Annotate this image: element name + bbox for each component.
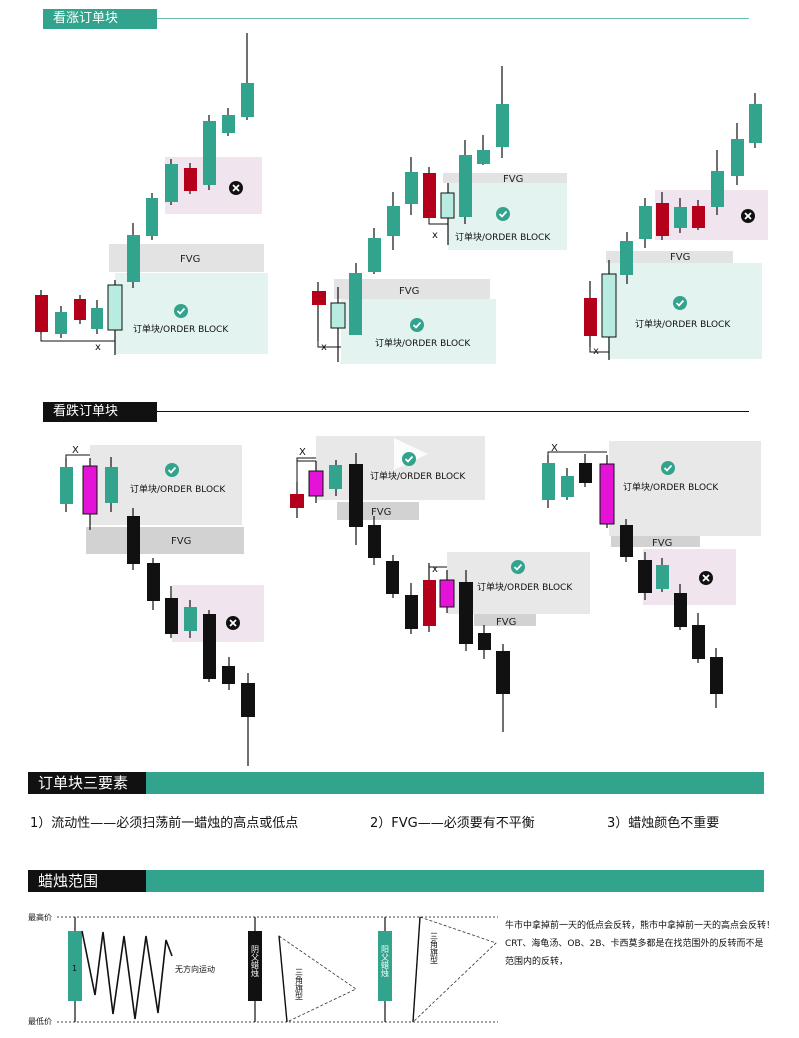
max-price-label: 最高价 (28, 912, 52, 922)
bullish-diagram-3: x FVG 订单块/ORDER BLOCK (584, 93, 768, 360)
bullish-section-title: 看涨订单块 (43, 9, 157, 29)
check-icon (165, 463, 179, 477)
bull-parent-label: 阳父蜡烛 (381, 945, 390, 978)
fvg-label: FVG (670, 252, 690, 263)
check-icon (673, 296, 687, 310)
fvg-zone (86, 527, 244, 554)
order-block-label-2: 订单块/ORDER BLOCK (455, 231, 551, 243)
order-block-label-2: 订单块/ORDER BLOCK (477, 581, 573, 593)
rule-liquidity: 1）流动性——必须扫荡前一蜡烛的高点或低点 (30, 816, 299, 831)
order-block-candle-2 (439, 579, 455, 608)
bear-parent-candle (248, 931, 262, 1001)
fvg-label-2: FVG (496, 617, 516, 628)
no-direction-zigzag (81, 930, 173, 1020)
order-block-zone (115, 273, 268, 354)
order-block-candle-2 (440, 192, 455, 219)
triangle-flag-label: 三角旗型 (295, 968, 304, 1000)
x-marker-2: x (432, 564, 438, 575)
fvg-label: FVG (180, 254, 200, 265)
fvg-label: FVG (652, 538, 672, 549)
order-block-candle (308, 470, 324, 497)
x-marker: X (551, 443, 558, 454)
rule-color: 3）蜡烛颜色不重要 (607, 816, 720, 831)
fvg-zone (611, 536, 700, 547)
triangle-flag-label-2: 三角旗型 (430, 932, 439, 964)
x-marker: x (95, 342, 101, 353)
check-icon (410, 318, 424, 332)
order-block-candle (330, 302, 346, 329)
order-block-label: 订单块/ORDER BLOCK (133, 323, 229, 335)
x-marker: x (593, 346, 599, 357)
bull-parent-candle (378, 931, 392, 1001)
bullish-divider (157, 18, 749, 19)
x-marker: X (72, 445, 79, 456)
rules-section-title: 订单块三要素 (28, 772, 146, 794)
candle-range-diagram: 最高价 最低价 1 无方向运动 阴父蜡烛 三角旗型 阳父蜡烛 三角旗型 (28, 912, 498, 1026)
order-block-zone (608, 263, 762, 359)
bearish-diagram-2: X x FVG FVG 订单块/ORDER BLOCK 订单块/ORDER BL… (290, 436, 590, 732)
no-direction-label: 无方向运动 (175, 964, 215, 974)
range-note-1: 牛市中拿掉前一天的低点会反转，熊市中拿掉前一天的高点会反转！ (505, 921, 776, 931)
fvg-label: FVG (399, 286, 419, 297)
order-block-candle (601, 273, 617, 338)
triangle-flag-up (412, 916, 497, 1023)
bullish-diagram-2: x x FVG FVG 订单块/ORDER BLOCK 订单块/ORDER BL… (312, 66, 567, 364)
fvg-label: FVG (371, 507, 391, 518)
fvg-label-2: FVG (503, 174, 523, 185)
order-block-zone (609, 441, 761, 536)
order-block-candle (599, 463, 615, 525)
order-block-label: 订单块/ORDER BLOCK (623, 481, 719, 493)
min-price-label: 最低价 (28, 1016, 52, 1026)
rules-section-bar (146, 772, 764, 794)
order-block-label: 订单块/ORDER BLOCK (370, 470, 466, 482)
range-section-bar (146, 870, 764, 892)
fvg-zone-2 (474, 614, 536, 626)
check-icon (661, 461, 675, 475)
rule-fvg: 2）FVG——必须要有不平衡 (370, 816, 535, 831)
x-marker: x (321, 342, 327, 353)
fvg-zone (334, 279, 490, 299)
order-block-label: 订单块/ORDER BLOCK (375, 337, 471, 349)
bullish-diagram-1: x FVG 订单块/ORDER BLOCK (35, 33, 268, 355)
order-block-label: 订单块/ORDER BLOCK (130, 483, 226, 495)
fvg-zone-2 (443, 173, 567, 183)
fvg-zone (606, 251, 733, 263)
bearish-divider (157, 411, 749, 412)
bearish-diagram-3: X FVG 订单块/ORDER BLOCK (542, 441, 761, 708)
bearish-section-title: 看跌订单块 (43, 402, 157, 422)
order-block-label: 订单块/ORDER BLOCK (635, 318, 731, 330)
check-icon (402, 452, 416, 466)
bearish-diagram-1: X FVG 订单块/ORDER BLOCK (60, 445, 264, 766)
order-block-candle (107, 284, 123, 331)
range-note-3: 范围内的反转， (505, 957, 569, 967)
fvg-label: FVG (171, 536, 191, 547)
triangle-flag-down (278, 935, 357, 1023)
bear-parent-label: 阴父蜡烛 (251, 945, 260, 978)
x-marker: X (299, 447, 306, 458)
check-icon-2 (496, 207, 510, 221)
check-icon (174, 304, 188, 318)
check-icon-2 (511, 560, 525, 574)
parent-candle-1 (68, 931, 82, 1001)
range-note-2: CRT、海龟汤、OB、2B、卡西莫多都是在找范围外的反转而不是 (505, 939, 764, 949)
candle-number: 1 (72, 964, 77, 973)
x-marker-2: x (432, 230, 438, 241)
range-section-title: 蜡烛范围 (28, 870, 146, 892)
order-block-candle (82, 465, 98, 515)
